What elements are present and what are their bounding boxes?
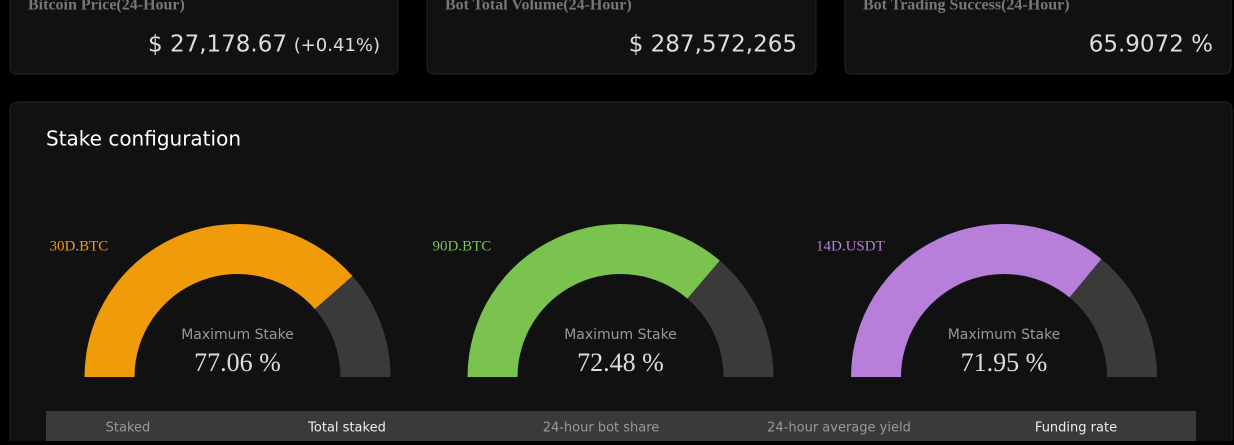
card-value: $ 287,572,265 xyxy=(629,32,797,58)
column-header: 24-hour average yield xyxy=(767,421,911,436)
card-change: (+0.41%) xyxy=(294,35,380,56)
table-header xyxy=(46,411,1196,445)
gauge-label: 14D.USDT xyxy=(816,238,885,254)
card-title: Bot Total Volume(24-Hour) xyxy=(445,0,632,14)
gauge-track xyxy=(687,260,774,377)
gauge-caption: Maximum Stake xyxy=(948,327,1061,343)
gauge-track xyxy=(1069,258,1157,377)
card-title: Bot Trading Success(24-Hour) xyxy=(863,0,1070,14)
card xyxy=(9,0,399,75)
card-value: $ 27,178.67 xyxy=(148,32,287,58)
card-title: Bitcoin Price(24-Hour) xyxy=(28,0,185,14)
column-header: 24-hour bot share xyxy=(543,421,660,436)
section-title: Stake configuration xyxy=(46,127,241,151)
column-header: Total staked xyxy=(307,421,386,436)
gauge-value: 72.48 % xyxy=(577,348,664,377)
column-header: Funding rate xyxy=(1035,421,1117,436)
gauge-track xyxy=(314,276,391,377)
column-header: Staked xyxy=(106,421,151,436)
gauge-caption: Maximum Stake xyxy=(564,327,677,343)
gauge-arc xyxy=(467,224,720,377)
card xyxy=(426,0,817,75)
card xyxy=(844,0,1232,75)
gauge-value: 77.06 % xyxy=(194,348,281,377)
gauge-arc xyxy=(84,224,353,377)
gauge-caption: Maximum Stake xyxy=(181,327,294,343)
gauge-value: 71.95 % xyxy=(961,348,1048,377)
gauge-arc xyxy=(851,223,1102,377)
gauge-label: 90D.BTC xyxy=(433,238,492,254)
card-value: 65.9072 % xyxy=(1089,32,1213,58)
gauge-label: 30D.BTC xyxy=(50,238,109,254)
